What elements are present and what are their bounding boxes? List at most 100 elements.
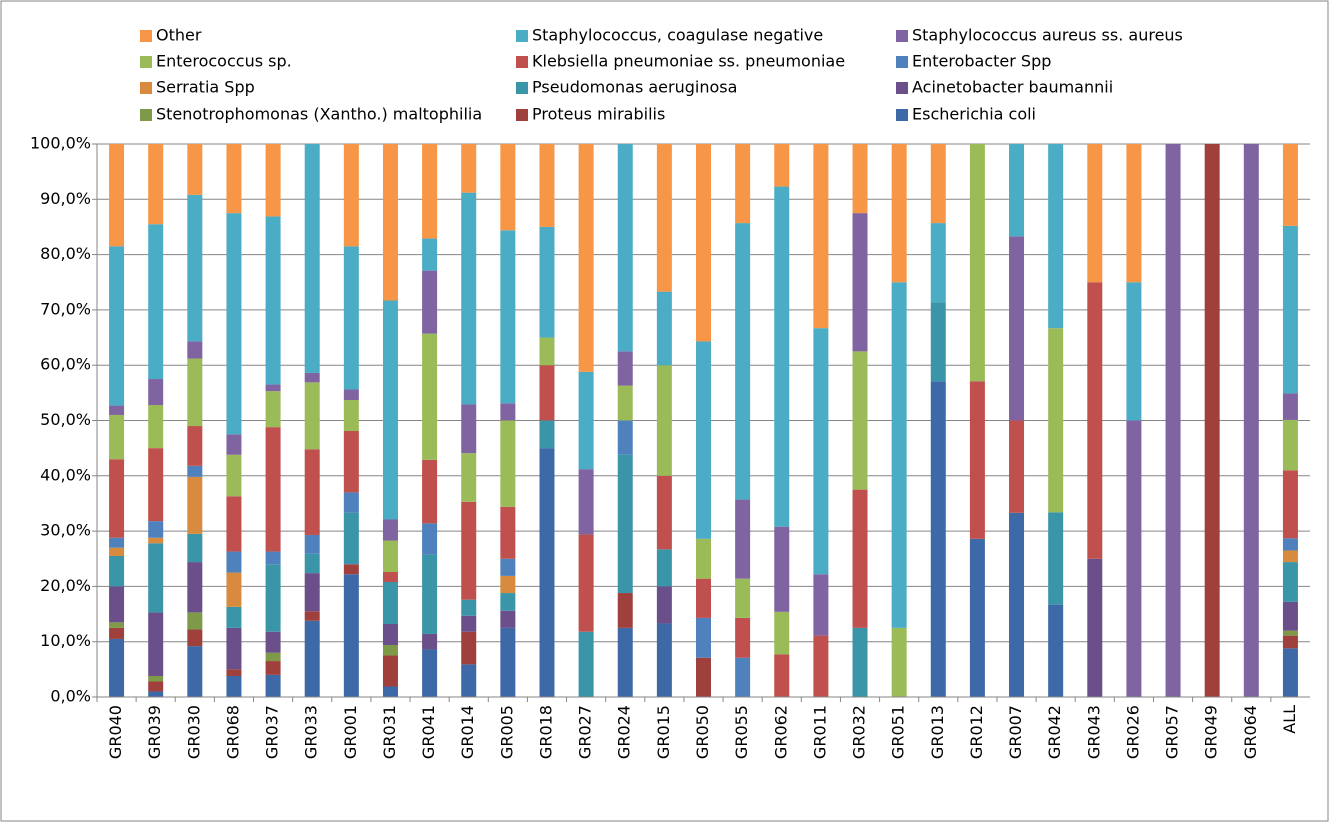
bar-segment — [148, 691, 164, 697]
bar-segment — [422, 238, 438, 271]
bar-segment — [226, 675, 242, 697]
bar-segment — [1282, 144, 1298, 226]
bar-segment — [1282, 550, 1298, 563]
y-tick-label: 90,0% — [40, 189, 91, 208]
bar-segment — [422, 523, 438, 555]
bar-segment — [343, 389, 359, 401]
bar-segment — [617, 351, 633, 386]
bar-segment — [226, 606, 242, 628]
bar-segment — [539, 226, 555, 338]
bar-segment — [148, 612, 164, 676]
bar-segment — [813, 635, 829, 697]
bar-segment — [1282, 419, 1298, 471]
bar-segment — [304, 449, 320, 535]
x-tick-label: GR062 — [771, 705, 790, 759]
bar-segment — [343, 144, 359, 247]
bar-segment — [382, 300, 398, 520]
bar-segment — [461, 404, 477, 454]
bar-segment — [696, 538, 711, 579]
bar-segment — [343, 492, 359, 513]
bar-segment — [343, 512, 359, 565]
bar-segment — [774, 654, 790, 697]
bar-segment — [500, 144, 516, 231]
bar-segment — [265, 391, 281, 428]
bar-segment — [735, 578, 751, 618]
x-tick-label: GR033 — [302, 705, 321, 759]
x-tick-label: GR024 — [615, 705, 634, 759]
bar-segment — [1126, 144, 1142, 283]
bar-segment — [109, 586, 125, 623]
bar-segment — [539, 448, 555, 697]
bar-segment — [1282, 562, 1298, 602]
y-tick-label: 80,0% — [40, 244, 91, 263]
bar-segment — [382, 645, 398, 656]
legend-label: Serratia Spp — [156, 78, 255, 97]
bar-segment — [852, 351, 868, 490]
x-tick-label: GR057 — [1163, 705, 1182, 759]
bar-segment — [265, 674, 281, 697]
legend-label: Klebsiella pneumoniae ss. pneumoniae — [532, 52, 845, 71]
bar-segment — [109, 144, 125, 247]
bar-segment — [500, 610, 516, 628]
bar-segment — [109, 555, 125, 587]
bar-segment — [930, 223, 946, 303]
y-tick-label: 70,0% — [40, 299, 91, 318]
bar-segment — [1009, 144, 1025, 237]
bar-segment — [265, 216, 281, 385]
bar-segment — [304, 553, 320, 574]
x-tick-label: GR043 — [1084, 705, 1103, 759]
bar-segment — [304, 611, 320, 621]
bar-segment — [1204, 144, 1220, 697]
bar-segment — [226, 551, 242, 573]
bar-segment — [969, 538, 985, 697]
bar-segment — [226, 669, 242, 676]
bar-segment — [1282, 630, 1298, 636]
bar-segment — [461, 453, 477, 502]
bar-segment — [148, 144, 164, 225]
legend-swatch — [140, 109, 152, 121]
legend-swatch — [516, 56, 528, 68]
x-tick-label: GR068 — [223, 705, 242, 759]
bar-segment — [1243, 144, 1259, 697]
bar-segment — [343, 431, 359, 493]
bar-segment — [148, 537, 164, 544]
bar-segment — [1087, 144, 1103, 283]
bar-segment — [422, 633, 438, 650]
x-tick-label: GR005 — [497, 705, 516, 759]
bar-segment — [187, 341, 203, 359]
bar-segment — [109, 547, 125, 556]
bar-segment — [774, 186, 790, 527]
bar-segment — [696, 657, 711, 697]
y-tick-label: 30,0% — [40, 521, 91, 540]
bar-segment — [500, 558, 516, 576]
bar-segment — [187, 465, 203, 477]
bar-segment — [148, 543, 164, 613]
x-tick-label: GR042 — [1045, 705, 1064, 759]
bar-segment — [148, 521, 164, 538]
x-tick-label: GR040 — [106, 705, 125, 759]
bar-segment — [304, 144, 320, 373]
x-tick-label: ALL — [1280, 705, 1299, 734]
bar-segment — [187, 533, 203, 563]
bar-segment — [500, 420, 516, 507]
bar-segment — [422, 554, 438, 634]
x-tick-label: GR051 — [889, 705, 908, 759]
bar-segment — [774, 526, 790, 612]
bar-segment — [382, 655, 398, 687]
bar-segment — [422, 459, 438, 524]
bar-segment — [265, 427, 281, 552]
bar-segment — [422, 649, 438, 697]
bar-segment — [617, 627, 633, 697]
y-tick-label: 0,0% — [50, 687, 91, 706]
bar-segment — [226, 454, 242, 497]
bar-segment — [617, 420, 633, 455]
bar-segment — [187, 194, 203, 342]
bar-segment — [656, 549, 672, 587]
bar-segment — [1009, 512, 1025, 697]
bar-segment — [539, 420, 555, 449]
bar-segment — [187, 629, 203, 647]
bar-segment — [1009, 420, 1025, 513]
legend-label: Staphylococcus, coagulase negative — [532, 26, 823, 45]
bar-segment — [500, 403, 516, 421]
x-tick-label: GR030 — [184, 705, 203, 759]
